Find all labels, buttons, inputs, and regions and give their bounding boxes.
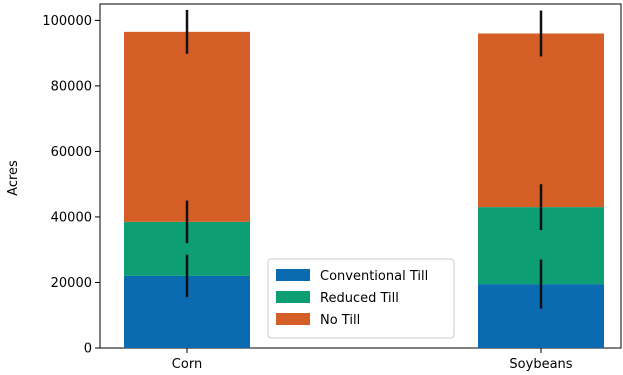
y-tick-label: 20000 [51, 276, 92, 291]
axes-group: 0 20000 40000 60000 80000 100000 Corn Soybeans [42, 14, 572, 372]
y-tick-label: 40000 [51, 210, 92, 225]
y-tick-label: 0 [84, 342, 92, 357]
plot-frame [99, 3, 622, 349]
error-bars-group [185, 9, 543, 309]
legend-label-no-till: No Till [320, 313, 360, 328]
legend-label-conventional-till: Conventional Till [320, 269, 428, 284]
bar-corn-no-till [124, 31, 250, 222]
legend: Conventional Till Reduced Till No Till [267, 258, 455, 339]
bars-group [124, 31, 604, 348]
bar-soybeans-no-till [478, 33, 604, 208]
y-tick-label: 60000 [51, 145, 92, 160]
x-tick-label-corn: Corn [172, 357, 202, 372]
legend-swatch-no-till [276, 313, 310, 325]
legend-swatch-reduced-till [276, 291, 310, 303]
y-tick-label: 100000 [42, 14, 92, 29]
y-axis-label: Acres [6, 160, 21, 196]
legend-box [267, 258, 455, 339]
legend-label-reduced-till: Reduced Till [320, 291, 399, 306]
legend-swatch-conventional-till [276, 269, 310, 281]
x-tick-label-soybeans: Soybeans [509, 357, 572, 372]
y-tick-label: 80000 [51, 79, 92, 94]
plot-area [99, 3, 622, 349]
